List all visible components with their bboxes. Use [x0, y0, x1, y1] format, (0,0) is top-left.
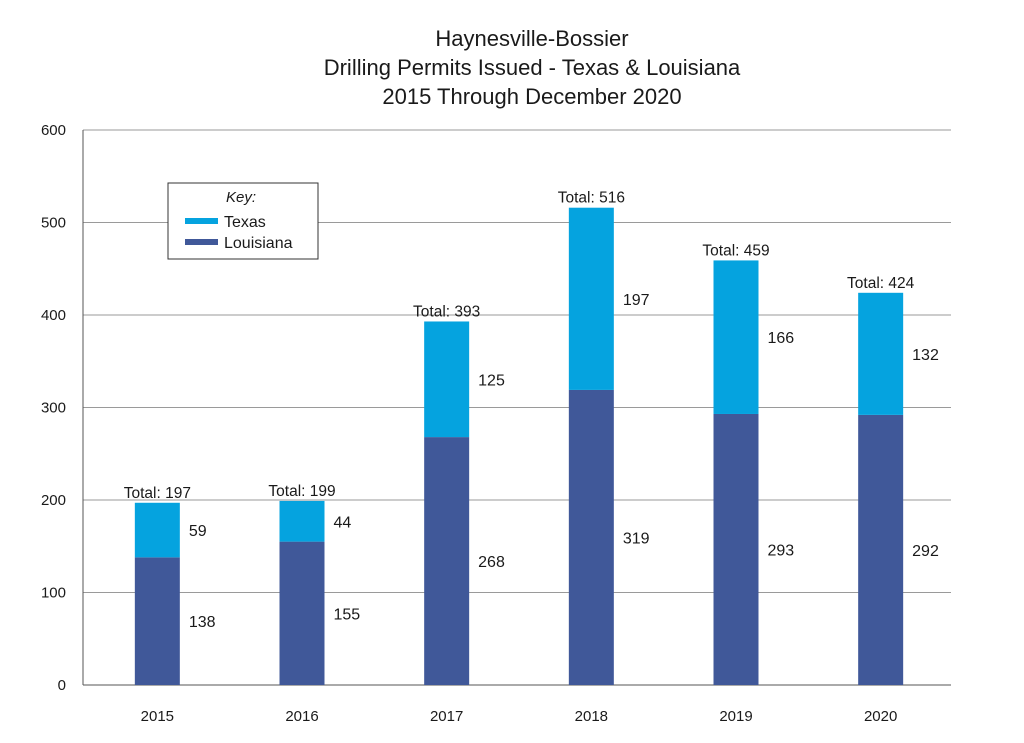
total-label-2019: Total: 459	[702, 242, 769, 259]
data-label-texas-2018: 197	[623, 292, 650, 309]
bar-texas-2018	[568, 207, 614, 390]
total-label-2018: Total: 516	[558, 190, 625, 207]
y-tick-label-400: 400	[41, 307, 66, 324]
data-label-louisiana-2020: 292	[912, 543, 939, 560]
y-tick-label-300: 300	[41, 400, 66, 417]
bar-louisiana-2015	[134, 557, 180, 685]
data-label-texas-2020: 132	[912, 347, 939, 364]
data-label-texas-2017: 125	[478, 372, 505, 389]
data-label-texas-2015: 59	[189, 523, 207, 540]
x-tick-label-2017: 2017	[430, 708, 463, 725]
bar-louisiana-2020	[858, 414, 904, 685]
y-tick-label-100: 100	[41, 585, 66, 602]
bar-louisiana-2018	[568, 389, 614, 685]
chart-title: Haynesville-Bossier Drilling Permits Iss…	[0, 24, 1024, 111]
bar-louisiana-2017	[424, 437, 470, 685]
total-label-2016: Total: 199	[268, 483, 335, 500]
x-tick-label-2019: 2019	[719, 708, 752, 725]
bar-texas-2017	[424, 321, 470, 438]
x-tick-label-2020: 2020	[864, 708, 897, 725]
chart-title-line-1: Haynesville-Bossier	[435, 26, 629, 51]
chart-title-line-2: Drilling Permits Issued - Texas & Louisi…	[323, 55, 741, 80]
bar-louisiana-2019	[713, 413, 759, 685]
total-label-2015: Total: 197	[124, 485, 191, 502]
legend-title: Key:	[226, 189, 256, 206]
bar-texas-2019	[713, 260, 759, 414]
bar-texas-2015	[134, 502, 180, 558]
legend-swatch-texas	[185, 218, 218, 224]
x-tick-label-2016: 2016	[285, 708, 318, 725]
data-label-texas-2016: 44	[334, 514, 352, 531]
bar-texas-2020	[858, 292, 904, 415]
legend-label-texas: Texas	[224, 214, 266, 231]
y-tick-label-500: 500	[41, 215, 66, 232]
total-label-2017: Total: 393	[413, 303, 480, 320]
y-tick-label-200: 200	[41, 492, 66, 509]
data-label-texas-2019: 166	[768, 330, 795, 347]
x-tick-label-2015: 2015	[141, 708, 174, 725]
data-label-louisiana-2017: 268	[478, 554, 505, 571]
x-tick-label-2018: 2018	[575, 708, 608, 725]
bar-louisiana-2016	[279, 541, 325, 685]
y-tick-label-600: 600	[41, 122, 66, 139]
chart-title-line-3: 2015 Through December 2020	[382, 84, 682, 109]
data-label-louisiana-2015: 138	[189, 614, 216, 631]
legend-label-louisiana: Louisiana	[224, 235, 293, 252]
total-label-2020: Total: 424	[847, 275, 915, 292]
data-label-louisiana-2018: 319	[623, 530, 650, 547]
data-label-louisiana-2019: 293	[768, 542, 795, 559]
y-tick-label-0: 0	[58, 677, 66, 694]
data-label-louisiana-2016: 155	[334, 606, 361, 623]
legend-swatch-louisiana	[185, 239, 218, 245]
bar-texas-2016	[279, 500, 325, 542]
